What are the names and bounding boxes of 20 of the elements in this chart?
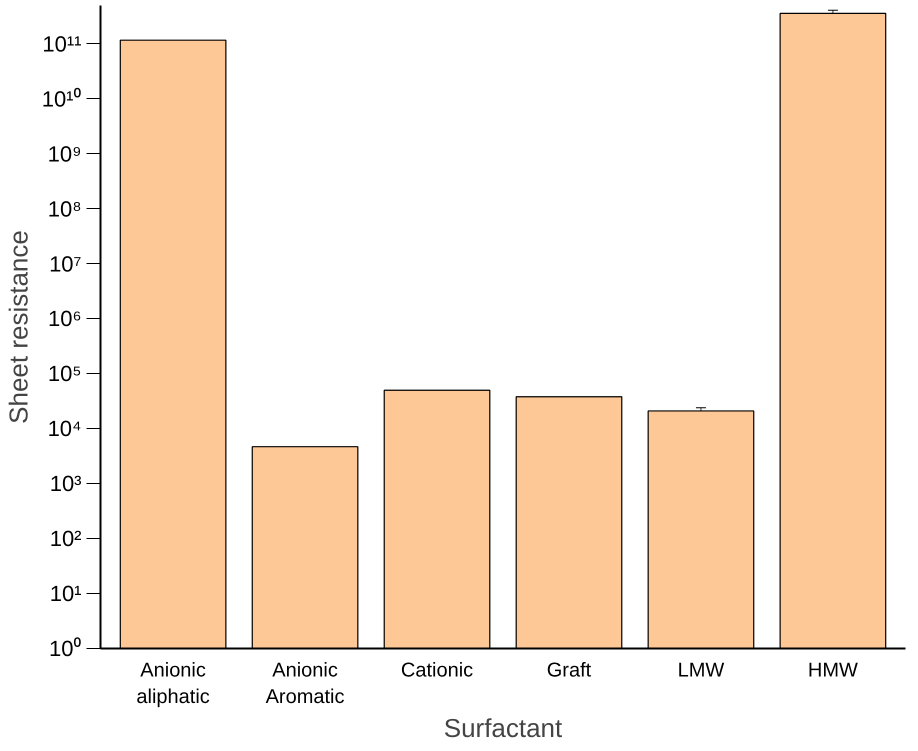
y-tick-label: 10³: [50, 471, 82, 496]
x-tick-label: Cationic: [400, 660, 474, 682]
x-tick-label: HMW: [808, 660, 858, 682]
y-tick-label: 10¹⁰: [42, 86, 82, 112]
y-tick-label: 10⁵: [48, 361, 82, 386]
y-axis-title: Sheet resistance: [4, 230, 34, 424]
y-tick-label: 10¹¹: [42, 31, 82, 56]
y-tick-label: 10¹: [50, 581, 82, 606]
x-tick-label: Graft: [546, 660, 592, 682]
x-axis-title: Surfactant: [444, 712, 564, 743]
x-tick-label: LMW: [678, 660, 724, 682]
y-tick-label: 10⁰: [49, 636, 82, 661]
y-tick-label: 10⁹: [48, 141, 82, 166]
y-tick-label: 10⁶: [48, 306, 82, 332]
x-tick-label: Anionic Aromatic: [266, 660, 344, 708]
y-tick-label: 10⁸: [48, 196, 82, 222]
y-tick-label: 10⁴: [48, 416, 82, 442]
x-tick-label: Anionic aliphatic: [136, 660, 210, 708]
y-tick-label: 10²: [50, 526, 82, 552]
y-tick-label: 10⁷: [49, 251, 82, 276]
